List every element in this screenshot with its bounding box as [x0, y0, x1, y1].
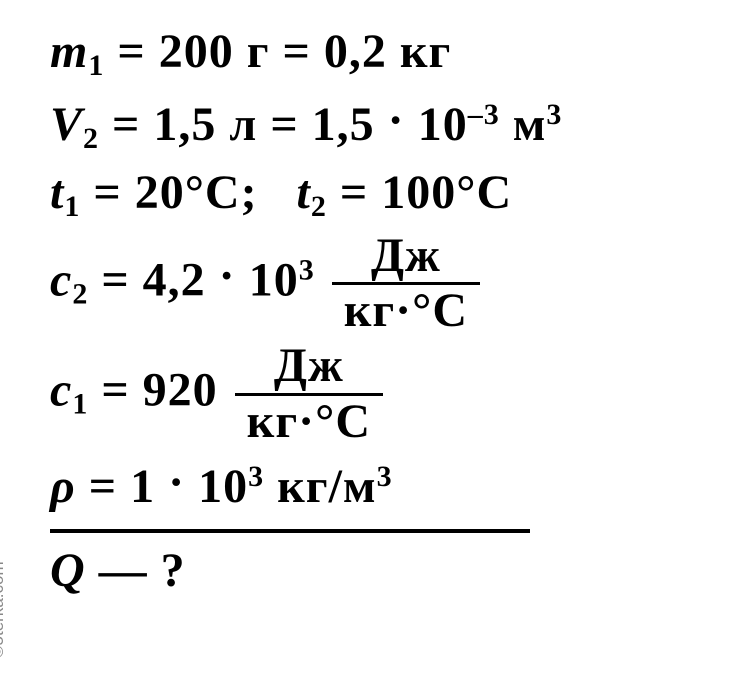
equals-text: = [112, 98, 153, 151]
equation-line-rho: ρ = 1 · 103 кг/м3 [50, 451, 738, 520]
equation-line-c2: c2 = 4,2 · 103 Дж кг·°C [50, 230, 738, 339]
exp-3b: 3 [299, 253, 315, 286]
fraction-num-dj: Дж [332, 230, 480, 286]
ten-base3: 10 [198, 460, 248, 513]
value-1.5b: 1,5 [312, 98, 375, 151]
equals-text: = [283, 25, 324, 78]
subscript-2b: 2 [311, 190, 327, 223]
equation-line-c1: c1 = 920 Дж кг·°C [50, 340, 738, 449]
separator: ; [241, 166, 258, 219]
equals-text: = [101, 253, 142, 306]
fraction-num-dj2: Дж [235, 340, 383, 396]
variable-c2: c [50, 253, 72, 306]
variable-rho: ρ [50, 460, 76, 513]
subscript-1b: 1 [64, 190, 80, 223]
subscript-2c: 2 [72, 277, 88, 310]
unit-fraction-c2: Дж кг·°C [332, 230, 480, 339]
equals-text: = [93, 166, 134, 219]
value-920: 920 [143, 363, 218, 416]
ten-base2: 10 [249, 253, 299, 306]
value-0.2: 0,2 [324, 25, 387, 78]
mult-dot2: · [219, 249, 236, 302]
equation-line-v2: V2 = 1,5 л = 1,5 · 10–3 м3 [50, 89, 738, 160]
variable-c1: c [50, 363, 72, 416]
unit-liter: л [229, 98, 257, 151]
unit-fraction-c1: Дж кг·°C [235, 340, 383, 449]
exp-3c: 3 [248, 460, 264, 493]
unit-gram: г [247, 25, 270, 78]
equals-text: = [117, 25, 158, 78]
question-mark: ? [161, 544, 186, 597]
equals-text: = [270, 98, 311, 151]
variable-t2: t [297, 166, 311, 219]
equals-text: = [340, 166, 381, 219]
equation-line-t1-t2: t1 = 20°C; t2 = 100°C [50, 161, 738, 228]
equals-text: = [89, 460, 130, 513]
exp-3: 3 [546, 98, 562, 131]
degree-c2: °C [456, 166, 512, 219]
ten-base: 10 [418, 98, 468, 151]
variable-q: Q [50, 544, 86, 597]
degree-c: °C [185, 166, 241, 219]
value-1.5: 1,5 [153, 98, 216, 151]
equals-text: = [101, 363, 142, 416]
fraction-den-kgc: кг·°C [332, 285, 480, 338]
value-20: 20 [135, 166, 185, 219]
subscript-1c: 1 [72, 387, 88, 420]
variable-v: V [50, 98, 83, 151]
unit-kg: кг [400, 25, 451, 78]
subscript-1: 1 [88, 49, 104, 82]
equation-line-find-q: Q — ? [50, 539, 738, 604]
mult-dot: · [388, 94, 405, 147]
unit-m: м [513, 98, 547, 151]
equation-line-m1: m1 = 200 г = 0,2 кг [50, 20, 738, 87]
physics-problem-given-block: m1 = 200 г = 0,2 кг V2 = 1,5 л = 1,5 · 1… [50, 20, 738, 604]
given-find-divider [50, 529, 530, 533]
dash: — [99, 544, 148, 597]
exp-3d: 3 [377, 460, 393, 493]
fraction-den-kgc2: кг·°C [235, 396, 383, 449]
exp-neg3: –3 [468, 98, 500, 131]
mult-dot3: · [168, 456, 185, 509]
watermark-text: ©5terka.com [0, 561, 8, 658]
variable-t1: t [50, 166, 64, 219]
variable-m: m [50, 25, 88, 78]
value-200: 200 [159, 25, 234, 78]
value-100: 100 [381, 166, 456, 219]
subscript-2: 2 [83, 122, 99, 155]
value-4.2: 4,2 [143, 253, 206, 306]
value-1: 1 [130, 460, 155, 513]
unit-kgm3: кг/м [277, 460, 376, 513]
